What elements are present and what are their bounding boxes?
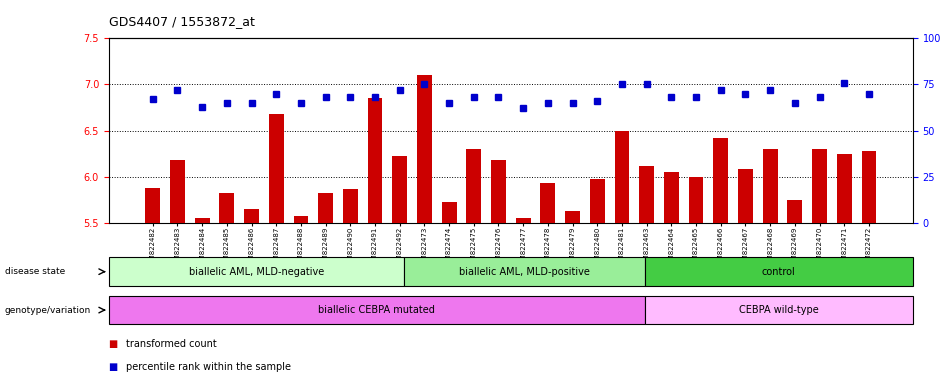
Bar [664, 172, 679, 223]
Bar [762, 149, 778, 223]
Bar [368, 98, 382, 223]
Bar [393, 156, 407, 223]
Text: GDS4407 / 1553872_at: GDS4407 / 1553872_at [109, 15, 254, 28]
Text: genotype/variation: genotype/variation [5, 306, 91, 314]
Bar [590, 179, 604, 223]
Text: CEBPA wild-type: CEBPA wild-type [739, 305, 818, 315]
Bar [244, 209, 259, 223]
Bar [565, 211, 580, 223]
Bar [615, 131, 629, 223]
Text: biallelic AML, MLD-negative: biallelic AML, MLD-negative [188, 266, 324, 277]
Bar [516, 218, 531, 223]
Bar [466, 149, 482, 223]
Bar [862, 151, 876, 223]
Bar [219, 193, 235, 223]
Bar [170, 160, 184, 223]
Bar [342, 189, 358, 223]
Text: ■: ■ [109, 339, 121, 349]
Bar [540, 183, 555, 223]
Bar [417, 75, 431, 223]
Bar [442, 202, 457, 223]
Bar [318, 193, 333, 223]
Bar [713, 138, 728, 223]
Bar [837, 154, 851, 223]
Text: control: control [762, 266, 796, 277]
Bar [146, 188, 160, 223]
Text: biallelic CEBPA mutated: biallelic CEBPA mutated [319, 305, 435, 315]
Bar [491, 160, 506, 223]
Text: percentile rank within the sample: percentile rank within the sample [126, 362, 290, 372]
Text: ■: ■ [109, 362, 121, 372]
Bar [787, 200, 802, 223]
Bar [269, 114, 284, 223]
Text: biallelic AML, MLD-positive: biallelic AML, MLD-positive [459, 266, 589, 277]
Bar [812, 149, 827, 223]
Bar [195, 218, 210, 223]
Bar [738, 169, 753, 223]
Bar [689, 177, 704, 223]
Text: transformed count: transformed count [126, 339, 217, 349]
Text: disease state: disease state [5, 267, 65, 276]
Bar [639, 166, 654, 223]
Bar [293, 216, 308, 223]
